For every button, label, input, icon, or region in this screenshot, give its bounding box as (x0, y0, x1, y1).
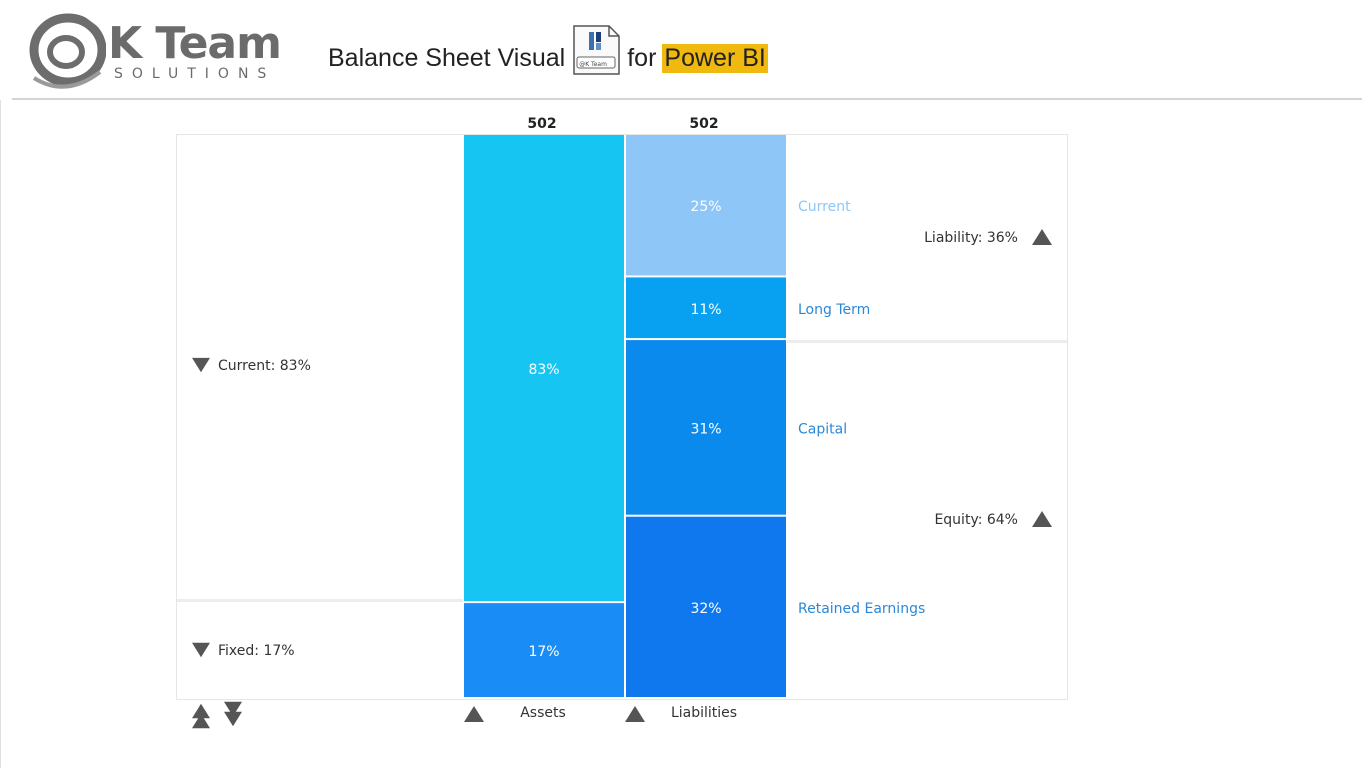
liability-group-label: Equity: 64% (934, 512, 1018, 528)
total-label-assets: 502 (527, 116, 556, 132)
sort-liabilities-icon[interactable] (625, 706, 645, 722)
data-label-liabilities-retained-earnings: 32% (690, 601, 721, 617)
total-label-liabilities: 502 (689, 116, 718, 132)
axis-label-assets: Assets (520, 705, 566, 721)
bar-assets-current[interactable] (464, 135, 624, 602)
page-title: Balance Sheet Visual @K Team for Power B… (328, 25, 768, 84)
data-label-liabilities-capital: 31% (690, 421, 721, 437)
title-prefix: Balance Sheet Visual (328, 43, 566, 72)
segment-name-long-term: Long Term (798, 302, 870, 318)
swirl-logo-icon (29, 11, 106, 89)
balance-sheet-visual-icon: @K Team (571, 24, 621, 76)
header: K Team SOLUTIONS Balance Sheet Visual @K… (0, 0, 1366, 100)
asset-group-label: Fixed: 17% (218, 643, 295, 659)
asset-group-label: Current: 83% (218, 358, 311, 374)
data-label-assets-fixed: 17% (528, 644, 559, 660)
expand-equity-icon[interactable] (1032, 511, 1052, 527)
bar-liabilities-capital[interactable] (626, 340, 786, 515)
liability-group-divider (787, 340, 1067, 343)
collapse-all-icon[interactable] (224, 711, 242, 727)
axis-label-liabilities: Liabilities (671, 705, 737, 721)
title-highlight: Power BI (662, 43, 768, 73)
header-divider (12, 98, 1362, 100)
expand-all-icon[interactable] (192, 713, 210, 729)
logo-solutions: SOLUTIONS (114, 66, 276, 82)
collapse-fixed-assets-icon[interactable] (192, 642, 210, 658)
segment-name-capital: Capital (798, 421, 847, 437)
page-edge (0, 100, 1, 768)
title-for: for (627, 43, 657, 72)
data-label-liabilities-current: 25% (690, 199, 721, 215)
segment-name-retained-earnings: Retained Earnings (798, 601, 925, 617)
data-label-liabilities-long-term: 11% (690, 302, 721, 318)
expand-liability-icon[interactable] (1032, 229, 1052, 245)
collapse-all-icon[interactable] (224, 701, 242, 717)
chart-frame (176, 134, 1068, 700)
asset-group-divider (177, 599, 463, 602)
icon-label: @K Team (579, 61, 607, 68)
segment-name-current: Current (798, 199, 851, 215)
logo-wordmark: K Team (108, 18, 282, 69)
bar-liabilities-retained-earnings[interactable] (626, 516, 786, 697)
collapse-current-assets-icon[interactable] (192, 357, 210, 373)
bar-liabilities-long-term[interactable] (626, 277, 786, 339)
liability-group-label: Liability: 36% (924, 230, 1018, 246)
k-team-logo: K Team SOLUTIONS (26, 8, 296, 94)
sort-assets-icon[interactable] (464, 706, 484, 722)
data-label-assets-current: 83% (528, 362, 559, 378)
bar-liabilities-current[interactable] (626, 135, 786, 276)
expand-all-icon[interactable] (192, 703, 210, 719)
bar-assets-fixed[interactable] (464, 603, 624, 697)
